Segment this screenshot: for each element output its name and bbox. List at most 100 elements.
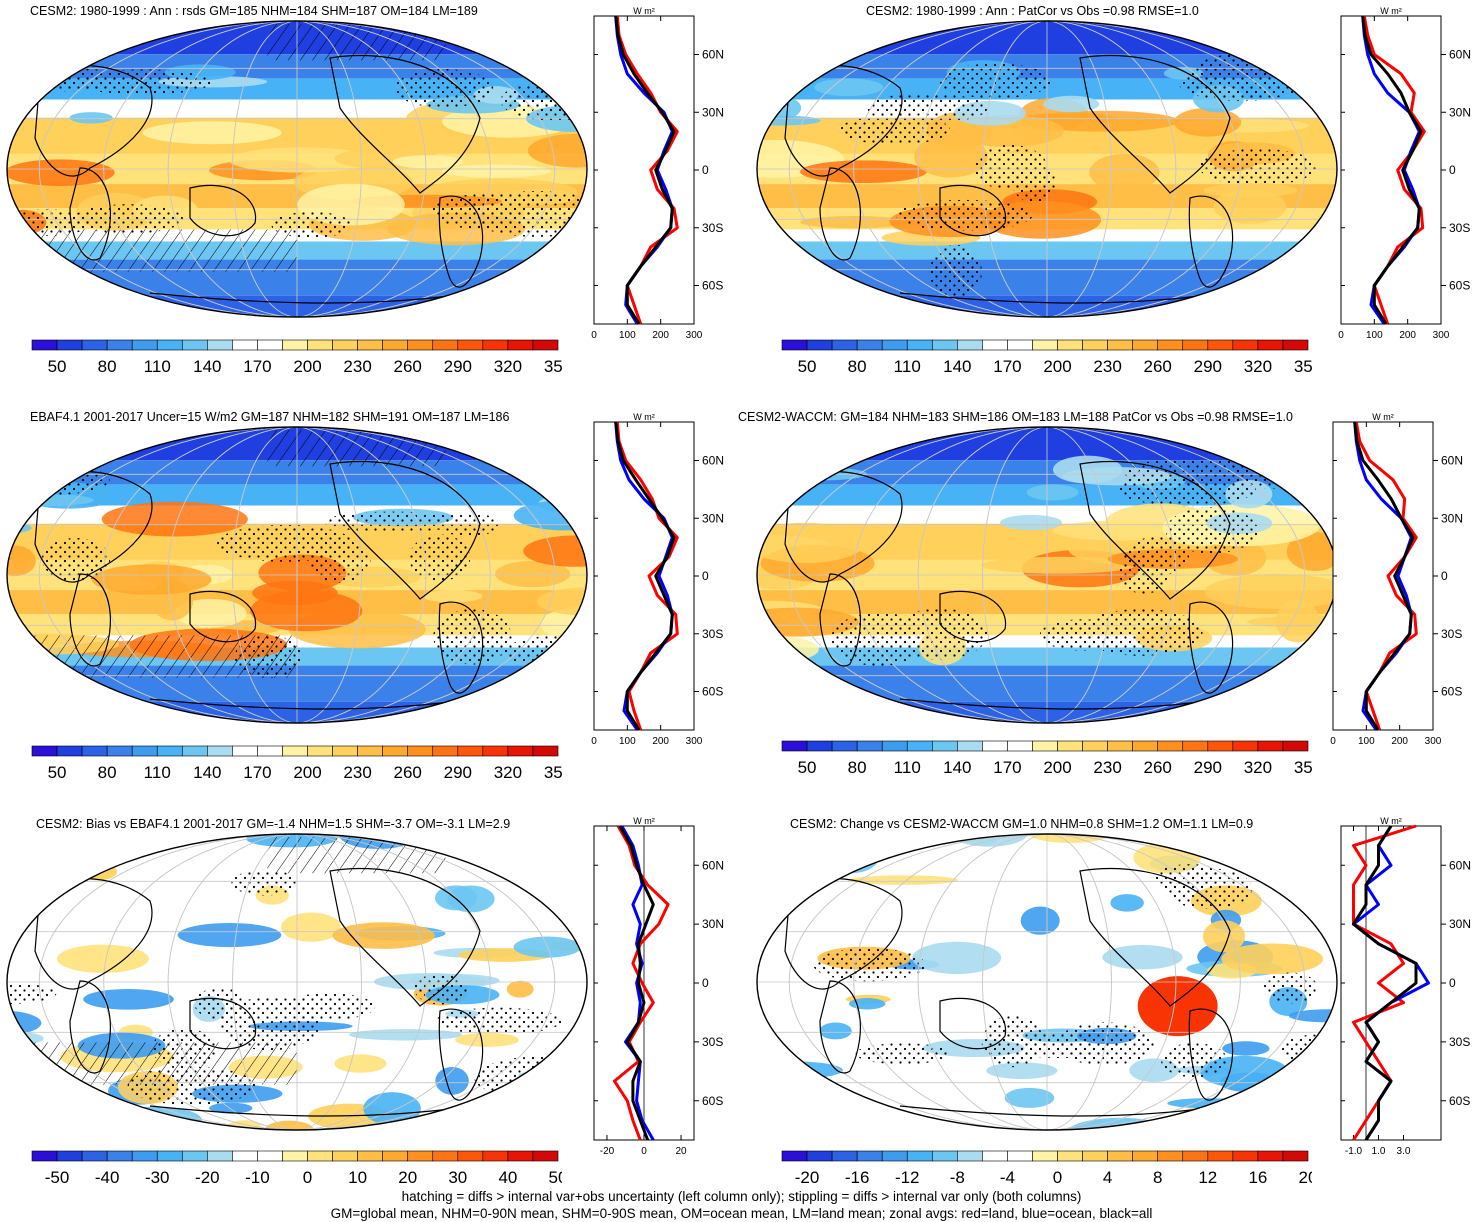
colorbar-swatch <box>1108 1151 1133 1161</box>
colorbar-label: 350 <box>1294 758 1312 777</box>
colorbar-swatch <box>1258 741 1283 751</box>
colorbar-label: 110 <box>894 758 921 777</box>
colorbar-label: 200 <box>293 763 321 782</box>
x-tick-label: 200 <box>1399 330 1416 341</box>
colorbar-swatch <box>182 1151 207 1161</box>
colorbar-label: -30 <box>145 1168 170 1187</box>
colorbar-swatch <box>132 1151 157 1161</box>
colorbar-swatch <box>1032 741 1057 751</box>
colorbar-label: 230 <box>343 357 371 376</box>
colorbar-label: 290 <box>1194 758 1222 777</box>
lat-tick-label: 30S <box>1441 627 1462 641</box>
colorbar-swatch <box>157 1151 182 1161</box>
colorbar-swatch <box>1183 1151 1208 1161</box>
colorbar-label: -16 <box>845 1168 870 1187</box>
colorbar-swatch <box>957 1151 982 1161</box>
colorbar-label: 350 <box>544 763 562 782</box>
colorbar-label: -8 <box>950 1168 965 1187</box>
stippling <box>436 1008 562 1035</box>
lat-tick-label: 60N <box>1449 858 1471 872</box>
stippling <box>813 948 925 981</box>
colorbar-swatch <box>807 340 832 350</box>
colorbar-swatch <box>82 746 107 756</box>
x-tick-label: 300 <box>686 736 703 747</box>
colorbar: 5080110140170200230260290320350 <box>30 745 562 785</box>
x-tick-label: 300 <box>686 330 703 341</box>
colorbar-swatch <box>1108 340 1133 350</box>
colorbar-swatch <box>1283 741 1308 751</box>
colorbar-label: 0 <box>303 1168 312 1187</box>
field-patch <box>1102 945 1182 969</box>
colorbar-swatch <box>483 1151 508 1161</box>
colorbar-swatch <box>358 340 383 350</box>
colorbar-swatch <box>107 340 132 350</box>
colorbar-label: 20 <box>398 1168 417 1187</box>
colorbar-label: -4 <box>1000 1168 1015 1187</box>
colorbar-label: 170 <box>243 357 271 376</box>
colorbar-swatch <box>182 746 207 756</box>
stippling <box>1189 54 1288 100</box>
x-tick-label: 200 <box>1391 736 1408 747</box>
colorbar: 5080110140170200230260290320350 <box>780 339 1312 379</box>
stippling <box>1199 149 1317 186</box>
colorbar-swatch <box>932 340 957 350</box>
colorbar-label: -12 <box>895 1168 920 1187</box>
colorbar-label: 80 <box>848 758 867 777</box>
lat-tick-label: 30S <box>702 627 723 641</box>
colorbar-label: 4 <box>1103 1168 1112 1187</box>
colorbar-swatch <box>257 340 282 350</box>
colorbar-swatch <box>957 741 982 751</box>
colorbar-label: 350 <box>544 357 562 376</box>
panel-title: CESM2: 1980-1999 : Ann : rsds GM=185 NHM… <box>30 4 478 18</box>
colorbar-label: -50 <box>45 1168 70 1187</box>
lat-tick-label: 30N <box>702 511 724 525</box>
colorbar-swatch <box>57 746 82 756</box>
lat-tick-label: 30S <box>702 1035 723 1049</box>
colorbar-label: -40 <box>95 1168 120 1187</box>
x-tick-label: 300 <box>1433 330 1450 341</box>
colorbar-swatch <box>1158 340 1183 350</box>
stippling <box>395 69 494 108</box>
colorbar-swatch <box>57 340 82 350</box>
lat-tick-label: 60N <box>702 454 724 468</box>
colorbar-swatch <box>807 741 832 751</box>
colorbar-label: 80 <box>848 357 867 376</box>
colorbar-label: 80 <box>98 763 117 782</box>
colorbar-label: 80 <box>98 357 117 376</box>
colorbar-swatch <box>82 340 107 350</box>
field-patch <box>447 886 494 913</box>
field-patch <box>1000 515 1062 530</box>
colorbar-label: 140 <box>193 763 221 782</box>
field-patch <box>1110 894 1144 912</box>
colorbar-label: 50 <box>798 758 817 777</box>
colorbar-swatch <box>232 340 257 350</box>
field-patch <box>8 831 71 847</box>
zonal-unit-label: W m² <box>1372 412 1394 422</box>
lat-tick-label: 0 <box>1449 976 1456 990</box>
colorbar-label: 110 <box>894 357 921 376</box>
lat-tick-label: 30N <box>1449 105 1471 119</box>
colorbar-swatch <box>383 340 408 350</box>
field-patch <box>0 1106 46 1117</box>
lat-tick-label: 60S <box>702 279 723 293</box>
map-panel <box>750 18 1344 320</box>
lat-tick-label: 60N <box>702 48 724 62</box>
colorbar-swatch <box>1283 1151 1308 1161</box>
x-tick-label: 0 <box>591 736 597 747</box>
colorbar-label: 230 <box>1093 357 1121 376</box>
stippling <box>856 1043 950 1064</box>
field-patch <box>774 1089 813 1110</box>
field-patch <box>281 912 341 941</box>
colorbar-swatch <box>32 340 57 350</box>
stippling <box>1123 537 1189 576</box>
colorbar-swatch <box>483 340 508 350</box>
map-panel <box>750 424 1344 726</box>
zonal-unit-label: W m² <box>633 412 655 422</box>
x-tick-label: -1.0 <box>1345 1146 1363 1157</box>
colorbar-swatch <box>408 340 433 350</box>
field-patch <box>92 564 212 594</box>
field-patch <box>38 1114 65 1133</box>
lat-tick-label: 30N <box>1441 511 1463 525</box>
